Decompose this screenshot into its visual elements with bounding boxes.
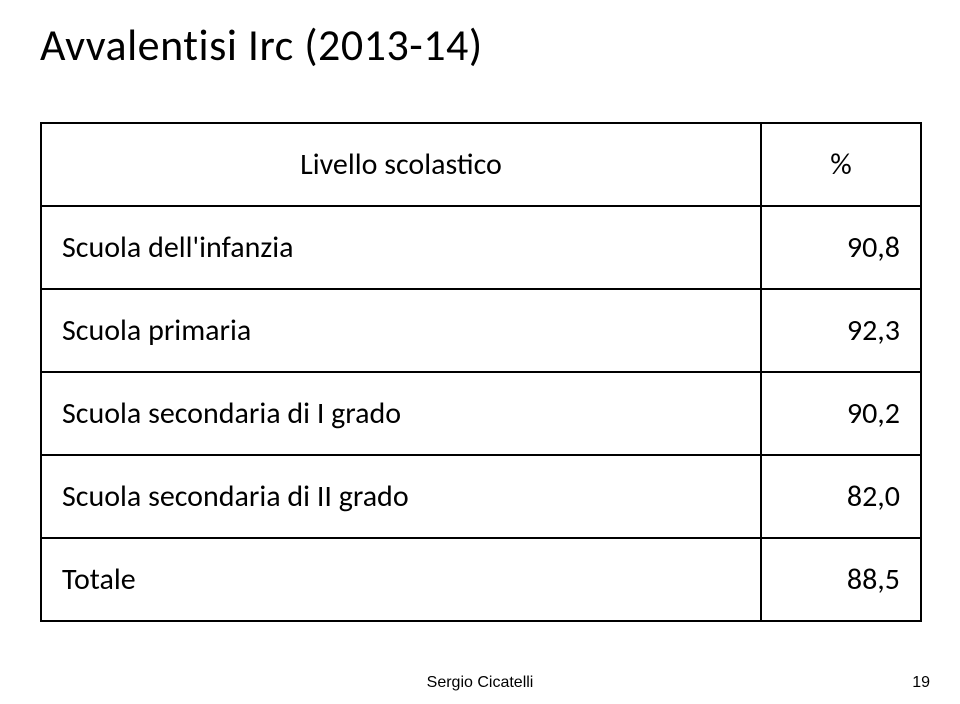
table-header-row: Livello scolastico % [41,123,921,206]
table-row: Totale 88,5 [41,538,921,621]
col-header-level: Livello scolastico [41,123,761,206]
table-row: Scuola dell'infanzia 90,8 [41,206,921,289]
col-header-percent: % [761,123,921,206]
row-value: 88,5 [761,538,921,621]
table-row: Scuola primaria 92,3 [41,289,921,372]
row-label: Scuola secondaria di II grado [41,455,761,538]
row-label: Totale [41,538,761,621]
footer-author: Sergio Cicatelli [0,674,960,692]
page-title: Avvalentisi Irc (2013-14) [40,18,920,72]
data-table: Livello scolastico % Scuola dell'infanzi… [40,122,922,622]
page-number: 19 [912,674,930,692]
row-label: Scuola primaria [41,289,761,372]
table-row: Scuola secondaria di II grado 82,0 [41,455,921,538]
row-value: 92,3 [761,289,921,372]
row-label: Scuola dell'infanzia [41,206,761,289]
row-value: 90,8 [761,206,921,289]
table-row: Scuola secondaria di I grado 90,2 [41,372,921,455]
slide-page: Avvalentisi Irc (2013-14) Livello scolas… [0,0,960,704]
row-label: Scuola secondaria di I grado [41,372,761,455]
row-value: 82,0 [761,455,921,538]
row-value: 90,2 [761,372,921,455]
